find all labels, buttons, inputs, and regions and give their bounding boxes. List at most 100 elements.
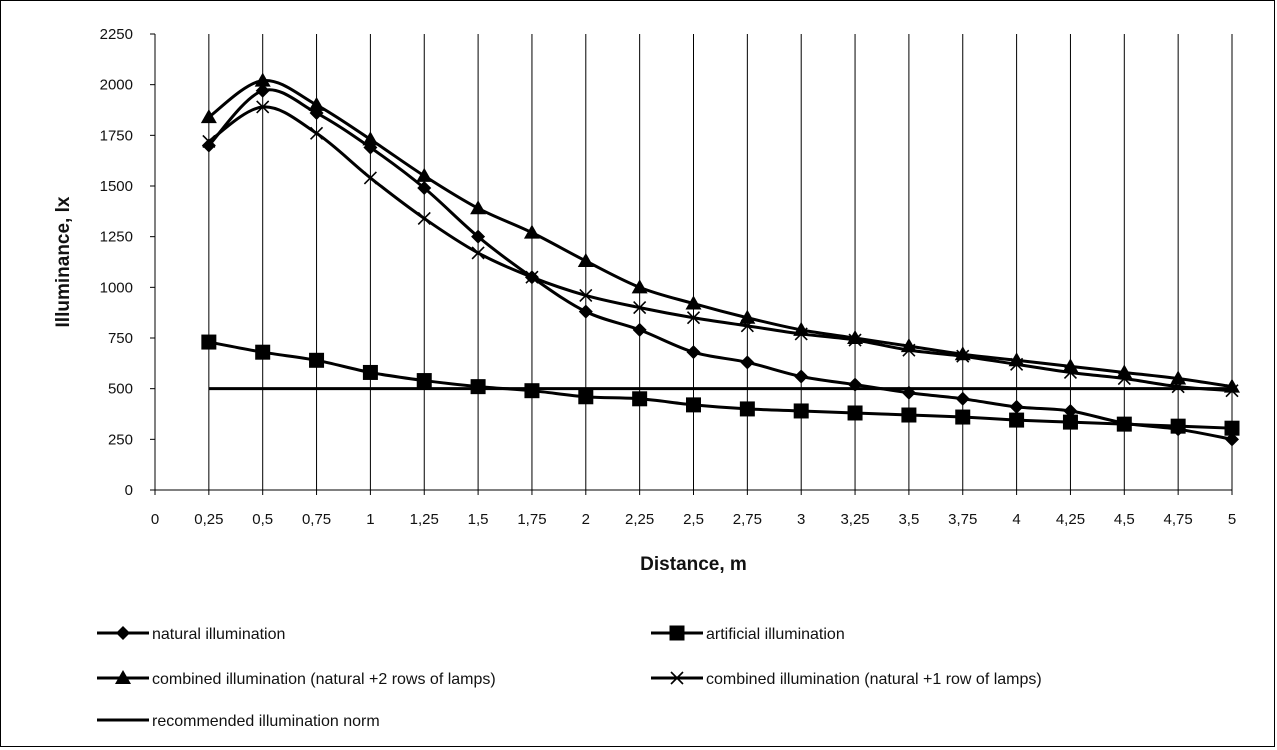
data-point (417, 181, 432, 196)
y-tick-label: 2250 (100, 26, 133, 43)
y-tick-label: 750 (108, 330, 133, 347)
x-tick-label: 2,25 (625, 511, 654, 528)
x-tick-label: 1 (366, 511, 374, 528)
data-point (901, 407, 917, 423)
legend-item: artificial illumination (651, 625, 845, 643)
data-point (1010, 357, 1024, 371)
series-3 (202, 100, 1239, 398)
y-tick-label: 1750 (100, 127, 133, 144)
data-point (740, 319, 754, 333)
data-point (847, 405, 863, 421)
data-point (201, 334, 217, 350)
legend-item: recommended illumination norm (97, 713, 380, 730)
x-tick-label: 3,75 (948, 511, 977, 528)
x-tick-label: 1,25 (410, 511, 439, 528)
data-point (740, 355, 755, 370)
data-point (956, 349, 970, 363)
x-tick-label: 1,75 (517, 511, 546, 528)
data-point (793, 403, 809, 419)
data-point (633, 301, 647, 315)
legend-marker (669, 625, 685, 641)
legend-marker (670, 671, 684, 685)
x-tick-label: 0,25 (194, 511, 223, 528)
legend-item: natural illumination (97, 626, 285, 643)
data-point (848, 333, 862, 347)
series-line (207, 105, 1233, 393)
data-point (1062, 414, 1078, 430)
data-point (794, 369, 809, 384)
data-point (632, 322, 647, 337)
data-point (523, 224, 540, 239)
data-point (1063, 403, 1078, 418)
data-point (955, 391, 970, 406)
data-point (1117, 371, 1131, 386)
data-point (578, 304, 593, 319)
legend-label: combined illumination (natural +1 row of… (706, 671, 1042, 688)
series-line (207, 79, 1233, 389)
data-point (1009, 399, 1024, 414)
y-tick-label: 1000 (100, 279, 133, 296)
data-point (1225, 384, 1239, 398)
tick-labels: 0 0,25 0,5 0,75 1 1,25 1,5 1,75 2 2,25 2,5 2,75 3 3,2… (100, 26, 1237, 528)
legend-label: recommended illumination norm (152, 713, 380, 730)
axes (150, 33, 1233, 495)
x-tick-label: 0 (151, 511, 159, 528)
data-point (632, 391, 648, 407)
series-1 (201, 334, 1240, 436)
data-point (578, 389, 594, 405)
y-tick-label: 250 (108, 431, 133, 448)
y-tick-label: 1500 (100, 178, 133, 195)
legend-item: combined illumination (natural +2 rows o… (97, 670, 496, 688)
data-point (686, 397, 701, 413)
series-group (200, 72, 1240, 447)
x-tick-label: 2 (582, 511, 590, 528)
data-point (685, 295, 702, 310)
series-line (207, 88, 1233, 441)
data-point (255, 83, 270, 98)
x-tick-label: 4,25 (1056, 511, 1085, 528)
series-2 (200, 72, 1240, 393)
data-point (794, 327, 808, 341)
data-point (524, 383, 540, 399)
data-point (1009, 412, 1025, 428)
data-point (417, 211, 431, 225)
legend-marker (115, 670, 131, 684)
data-point (686, 345, 701, 360)
x-tick-label: 0,75 (302, 511, 331, 528)
legend-label: combined illumination (natural +2 rows o… (152, 671, 496, 688)
x-tick-label: 1,5 (468, 511, 489, 528)
data-point (200, 109, 217, 124)
x-tick-label: 3 (797, 511, 805, 528)
data-point (309, 352, 325, 368)
x-tick-label: 4,5 (1114, 511, 1135, 528)
data-point (1170, 370, 1187, 385)
data-point (363, 171, 377, 185)
data-point (416, 373, 432, 389)
series-0 (201, 83, 1239, 447)
data-point (525, 270, 539, 284)
data-point (201, 138, 216, 153)
x-tick-label: 3,5 (898, 511, 919, 528)
x-axis-title: Distance, m (640, 554, 747, 575)
series-line (208, 340, 1233, 430)
data-point (362, 131, 379, 146)
x-tick-label: 4 (1012, 511, 1020, 528)
data-point (739, 309, 756, 324)
data-point (1170, 418, 1186, 434)
data-point (1225, 432, 1239, 447)
data-point (470, 200, 487, 215)
data-point (1171, 380, 1185, 394)
y-tick-label: 2000 (100, 77, 133, 94)
data-point (256, 100, 270, 114)
x-tick-label: 5 (1228, 511, 1236, 528)
x-tick-label: 0,5 (252, 511, 273, 528)
data-point (362, 364, 378, 380)
data-point (686, 311, 701, 325)
data-point (308, 96, 325, 111)
legend-marker (116, 626, 130, 640)
data-point (416, 167, 433, 182)
x-tick-label: 2,75 (733, 511, 762, 528)
data-point (202, 134, 216, 148)
data-point (254, 72, 271, 87)
